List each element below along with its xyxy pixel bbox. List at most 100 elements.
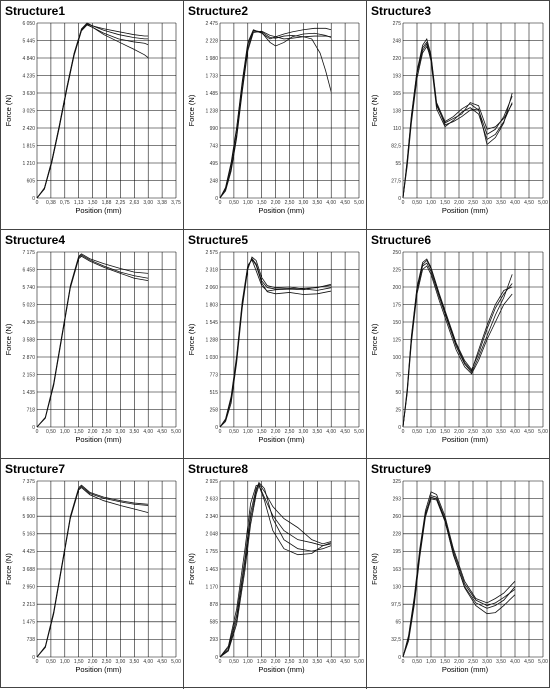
x-tick-label: 4,50 [524, 659, 534, 665]
x-tick-label: 0,50 [412, 659, 422, 665]
x-tick-label: 0 [402, 429, 405, 435]
y-tick-label: 878 [210, 602, 219, 608]
y-tick-label: 5 445 [22, 38, 35, 44]
x-tick-label: 3,00 [299, 659, 309, 665]
x-tick-label: 1,00 [426, 200, 436, 206]
x-tick-label: 0,50 [229, 200, 239, 206]
series-line-1 [219, 482, 332, 658]
y-tick-label: 4 235 [22, 73, 35, 79]
x-tick-label: 1,50 [74, 659, 84, 665]
x-tick-label: 3,00 [299, 200, 309, 206]
chart-5: Structure5 0 0,50 1,00 1,50 2,00 2,50 3,00 3,50 4… [187, 233, 364, 444]
y-tick-label: 990 [210, 126, 219, 132]
y-tick-label: 6 050 [22, 21, 35, 27]
x-tick-label: 4,00 [510, 200, 520, 206]
y-tick-label: 3 588 [22, 337, 35, 343]
x-tick-label: 3,50 [496, 200, 506, 206]
x-axis-label: Position (mm) [75, 665, 122, 674]
x-tick-label: 4,00 [510, 659, 520, 665]
x-tick-label: 2,00 [454, 200, 464, 206]
y-tick-label: 5 163 [22, 532, 35, 538]
x-axis-label: Position (mm) [442, 206, 489, 215]
x-tick-label: 5,00 [538, 659, 548, 665]
y-tick-label: 1 435 [22, 390, 35, 396]
y-axis-label: Force (N) [4, 553, 13, 585]
y-tick-label: 248 [210, 178, 219, 184]
x-tick-label: 0,50 [46, 429, 56, 435]
chart-title: Structure8 [188, 462, 248, 476]
x-tick-label: 3,00 [482, 200, 492, 206]
x-tick-label: 3,50 [496, 429, 506, 435]
chart-title: Structure5 [188, 233, 248, 247]
x-axis-label: Position (mm) [258, 206, 305, 215]
x-tick-label: 2,00 [88, 659, 98, 665]
x-tick-label: 2,50 [102, 429, 112, 435]
x-tick-label: 0 [219, 659, 222, 665]
y-tick-label: 738 [27, 637, 36, 643]
x-tick-label: 2,50 [102, 659, 112, 665]
y-tick-label: 248 [393, 38, 402, 44]
x-tick-label: 0 [36, 429, 39, 435]
chart-panel-7: Structure7 0 0,50 1,00 1,50 2,00 2,50 3,00 3,50 4… [1, 459, 184, 689]
x-tick-label: 3,50 [129, 429, 139, 435]
x-axis-label: Position (mm) [442, 665, 489, 674]
y-tick-label: 32,5 [391, 637, 401, 643]
y-tick-label: 50 [395, 390, 401, 396]
x-tick-label: 1,50 [74, 429, 84, 435]
x-tick-label: 4,50 [340, 200, 350, 206]
x-tick-label: 2,00 [271, 429, 281, 435]
y-tick-label: 2 925 [205, 479, 218, 485]
x-tick-label: 2,50 [468, 200, 478, 206]
y-tick-label: 1 545 [205, 320, 218, 326]
y-tick-label: 260 [393, 514, 402, 520]
y-tick-label: 220 [393, 56, 402, 62]
x-tick-label: 3,00 [482, 429, 492, 435]
x-tick-label: 3,00 [116, 429, 126, 435]
x-tick-label: 4,50 [157, 429, 167, 435]
y-tick-label: 325 [393, 479, 402, 485]
x-tick-label: 0,75 [60, 200, 70, 206]
x-tick-label: 3,00 [116, 659, 126, 665]
series-line-3 [402, 265, 513, 428]
chart-title: Structure7 [5, 462, 65, 476]
y-axis-label: Force (N) [4, 94, 13, 126]
series-line-3 [36, 487, 149, 658]
series-line-3 [219, 30, 332, 199]
y-tick-label: 130 [393, 584, 402, 590]
y-tick-label: 1 475 [22, 620, 35, 626]
x-tick-label: 2,50 [285, 659, 295, 665]
y-axis-label: Force (N) [370, 94, 379, 126]
y-tick-label: 225 [393, 267, 402, 273]
x-tick-label: 3,50 [312, 200, 322, 206]
y-tick-label: 585 [210, 620, 219, 626]
x-tick-label: 1,00 [243, 659, 253, 665]
x-tick-label: 1,50 [440, 200, 450, 206]
chart-title: Structure9 [371, 462, 431, 476]
x-tick-label: 1,50 [440, 429, 450, 435]
y-axis-label: Force (N) [370, 323, 379, 355]
x-tick-label: 1,88 [102, 200, 112, 206]
x-tick-label: 4,50 [157, 659, 167, 665]
x-axis-label: Position (mm) [442, 435, 489, 444]
y-axis-label: Force (N) [187, 553, 196, 585]
y-tick-label: 293 [393, 496, 402, 502]
x-tick-label: 1,00 [243, 200, 253, 206]
x-tick-label: 0 [219, 429, 222, 435]
y-tick-label: 2 213 [22, 602, 35, 608]
y-tick-label: 2 048 [205, 532, 218, 538]
y-tick-label: 163 [393, 567, 402, 573]
x-tick-label: 2,00 [271, 659, 281, 665]
chart-panel-5: Structure5 0 0,50 1,00 1,50 2,00 2,50 3,00 3,50 4… [184, 230, 367, 459]
chart-title: Structure2 [188, 4, 248, 18]
x-tick-label: 0 [402, 659, 405, 665]
x-tick-label: 2,00 [454, 429, 464, 435]
y-tick-label: 718 [27, 407, 36, 413]
x-tick-label: 5,00 [171, 429, 181, 435]
series-line-4 [36, 24, 149, 199]
x-tick-label: 0 [36, 200, 39, 206]
chart-panel-1: Structure1 0 0,38 0,75 1,13 1,50 1,88 2,25 2,63 3… [1, 1, 184, 230]
x-tick-label: 5,00 [354, 659, 364, 665]
y-tick-label: 2 228 [205, 38, 218, 44]
y-tick-label: 1 238 [205, 108, 218, 114]
y-tick-label: 1 030 [205, 355, 218, 361]
